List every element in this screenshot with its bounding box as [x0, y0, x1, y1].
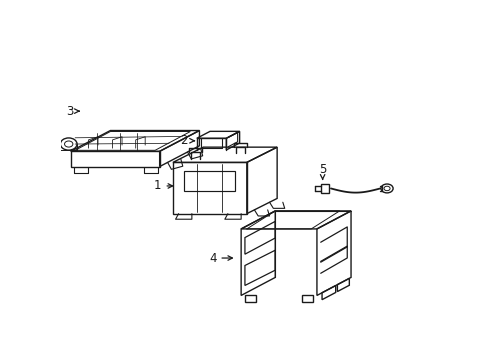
Text: 3: 3 — [66, 105, 79, 118]
Text: 1: 1 — [154, 179, 172, 193]
Text: 5: 5 — [318, 163, 325, 179]
Text: 4: 4 — [208, 252, 232, 265]
Text: 2: 2 — [180, 134, 194, 147]
